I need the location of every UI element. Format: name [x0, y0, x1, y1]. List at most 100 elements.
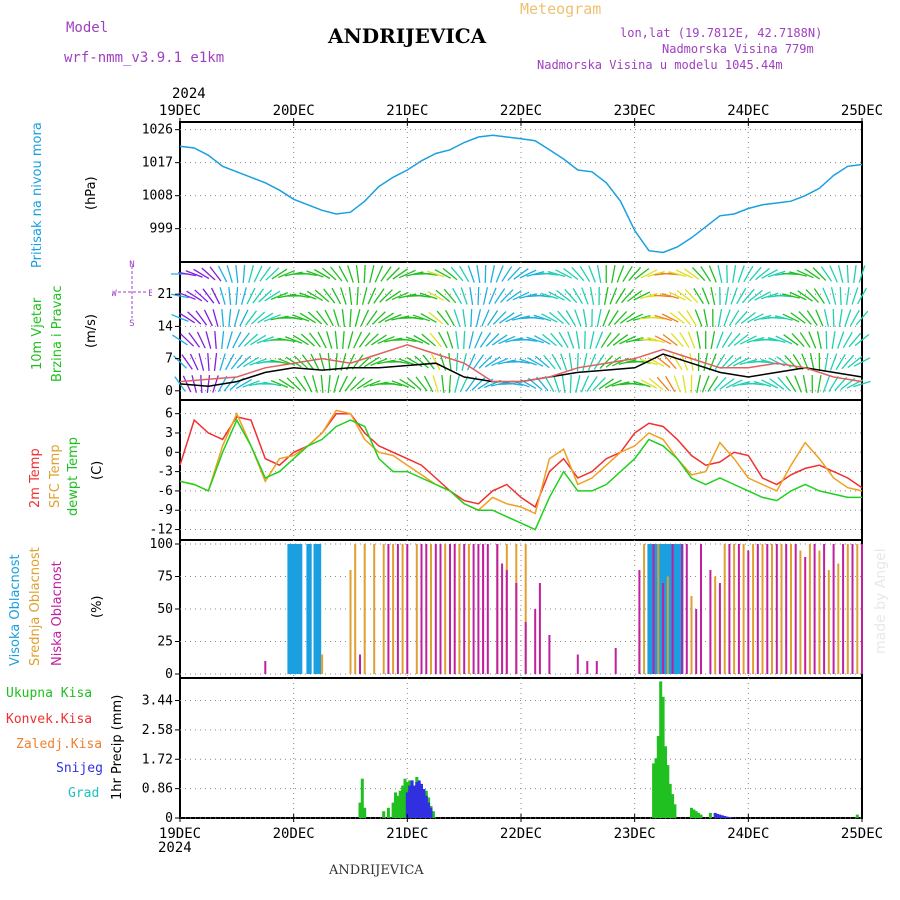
precip-bar [408, 785, 412, 818]
wind-barb [603, 287, 609, 305]
wind-barb [615, 288, 626, 304]
wind-barb [737, 265, 745, 283]
wind-barb [263, 314, 281, 322]
wind-barb [467, 265, 475, 283]
wind-barb [534, 335, 551, 345]
wind-barb [533, 294, 552, 298]
wind-barb [646, 316, 666, 320]
wind-barb [511, 360, 531, 364]
precip-bar [394, 792, 397, 818]
wind-barb [453, 309, 461, 327]
wind-barb [445, 309, 455, 327]
wind-barb [367, 287, 377, 305]
wind-barb [777, 376, 791, 392]
wind-barb [839, 286, 842, 306]
wind-barb [533, 314, 552, 322]
wind-barb [550, 332, 563, 348]
bottom-year-label: 2024 [158, 840, 192, 856]
wind-barb [541, 313, 558, 323]
wind-barb [567, 331, 575, 349]
wind-barb [691, 267, 706, 281]
precip-bar [716, 813, 719, 818]
cloud-bar [846, 544, 849, 674]
wind-barb [842, 331, 853, 349]
wind-barb [384, 381, 403, 387]
wind-compass: N S W E [111, 258, 153, 329]
wind-barb [730, 287, 738, 305]
precip-bar [358, 802, 362, 818]
cloud-unit: (%) [90, 595, 105, 619]
wind-barb [855, 310, 869, 326]
wind-barb [726, 356, 742, 368]
wind-barb [796, 269, 814, 279]
wind-barb [454, 375, 460, 393]
model-label: Model [66, 20, 109, 36]
wind-barb [696, 375, 702, 393]
wind-barb [207, 352, 210, 372]
wind-barb [808, 331, 817, 349]
precip-bar [396, 795, 400, 818]
pressure-label: Pritisak na nivou mora [30, 122, 45, 268]
wind-barb [519, 358, 537, 366]
wind-barb [694, 309, 703, 327]
wind-barb [463, 330, 466, 350]
wind-barb [582, 353, 588, 371]
precip-bar [671, 794, 675, 818]
wind-barb [421, 333, 436, 347]
cloud-bar [430, 544, 432, 674]
precip-unit: 1hr Precip (mm) [110, 694, 125, 800]
temperature-series-2 [179, 418, 862, 531]
wind-barb [233, 309, 240, 327]
wind-barb [198, 353, 205, 371]
credit-label: made by Angel [873, 548, 889, 654]
x-tick-label: 21DEC [386, 103, 428, 119]
wind-barb [488, 287, 497, 305]
wind-barb [412, 294, 431, 298]
wind-barb [835, 353, 846, 371]
x-tick-label: 20DEC [273, 826, 315, 842]
legend-konvek: Konvek.Kisa [6, 712, 93, 727]
wind-barb [398, 358, 417, 366]
temperature-ytick-label: 6 [165, 407, 173, 422]
wind-barb [627, 290, 643, 302]
cloud-bar [780, 544, 783, 674]
wind-barb [838, 309, 843, 327]
precip-ytick-label: 3.44 [142, 694, 173, 709]
wind-barb [853, 264, 857, 284]
precip-bar [410, 780, 414, 818]
wind-barb [193, 268, 210, 280]
wind-barb [782, 293, 800, 299]
wind-barb [599, 355, 613, 369]
wind-barb [188, 332, 201, 348]
wind-barb [767, 337, 786, 343]
wind-barb [837, 331, 845, 349]
wind-barb [710, 331, 716, 349]
legend-zaledj: Zaledj.Kisa [16, 737, 103, 752]
cloud-bar [482, 544, 485, 674]
wind-barb [621, 288, 635, 304]
wind-barb [815, 309, 824, 327]
wind-barb [725, 379, 743, 389]
precip-bar [699, 814, 703, 818]
wind-barb [716, 331, 724, 349]
wind-barb [469, 287, 474, 305]
wind-barb [437, 331, 448, 349]
wind-barb [347, 331, 354, 349]
wind-barb [832, 308, 835, 328]
precip-bar [429, 807, 433, 818]
wind-barb [363, 380, 381, 388]
wind-barb [569, 374, 572, 394]
wind-barb [689, 353, 694, 371]
cloud-bar [308, 544, 312, 674]
wind-barb [298, 271, 317, 277]
cloud-bar [439, 544, 442, 674]
wind-barb [844, 309, 852, 327]
wind-barb [324, 309, 334, 327]
wind-barb [450, 266, 464, 282]
precip-ytick-label: 1.72 [142, 752, 173, 767]
cloud-bar [647, 544, 651, 674]
wind-barb [586, 376, 598, 392]
wind-barb [609, 287, 618, 305]
wind-barb [398, 337, 417, 343]
cloud-bar [659, 544, 663, 674]
